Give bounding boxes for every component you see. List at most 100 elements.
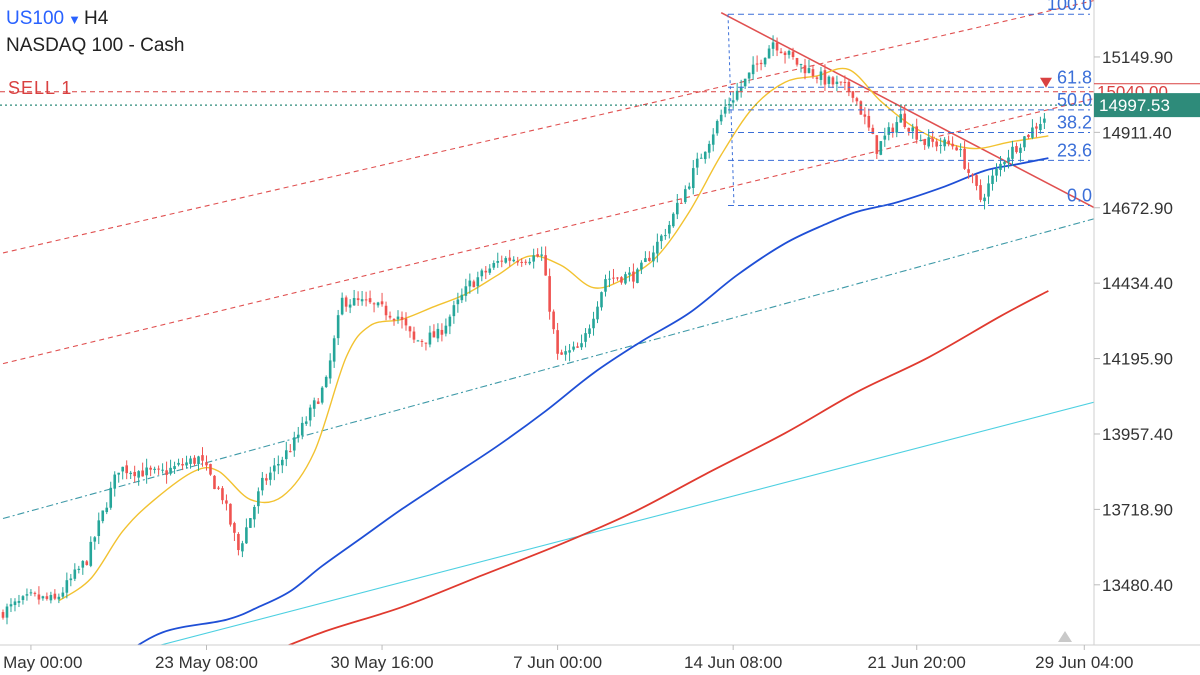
candle[interactable] — [284, 441, 288, 467]
candle[interactable] — [747, 72, 751, 84]
candle[interactable] — [568, 343, 571, 362]
candle[interactable] — [695, 152, 699, 176]
candle[interactable] — [153, 466, 156, 474]
candle[interactable] — [141, 462, 144, 477]
candle[interactable] — [831, 76, 835, 89]
candle[interactable] — [632, 263, 635, 289]
candle[interactable] — [81, 560, 85, 575]
candle[interactable] — [440, 323, 444, 342]
candle[interactable] — [899, 106, 903, 123]
candle[interactable] — [683, 185, 687, 204]
candle[interactable] — [660, 234, 663, 249]
candle[interactable] — [839, 81, 843, 86]
candle[interactable] — [129, 470, 132, 480]
candle[interactable] — [811, 65, 815, 79]
candle[interactable] — [281, 456, 284, 474]
timeframe-label[interactable]: H4 — [83, 8, 109, 29]
candle[interactable] — [827, 75, 831, 88]
candle[interactable] — [364, 291, 368, 307]
candle[interactable] — [348, 299, 352, 314]
candle[interactable] — [544, 246, 547, 276]
sell-order-label[interactable]: SELL 1 — [8, 78, 73, 98]
candle[interactable] — [799, 63, 803, 73]
candle[interactable] — [161, 463, 164, 474]
candle[interactable] — [384, 301, 388, 321]
candle[interactable] — [288, 444, 292, 453]
candle[interactable] — [652, 245, 655, 268]
candle[interactable] — [739, 79, 743, 98]
candle[interactable] — [735, 82, 739, 102]
candle[interactable] — [97, 512, 101, 545]
candle[interactable] — [201, 447, 204, 467]
candle[interactable] — [492, 260, 496, 270]
candle[interactable] — [767, 45, 771, 59]
candle[interactable] — [955, 145, 958, 151]
candle[interactable] — [763, 57, 767, 68]
candle[interactable] — [193, 455, 196, 466]
candle[interactable] — [528, 257, 531, 266]
candle[interactable] — [923, 138, 926, 150]
candle[interactable] — [664, 228, 667, 240]
candle[interactable] — [145, 458, 148, 484]
candle[interactable] — [612, 268, 615, 284]
candle[interactable] — [759, 59, 763, 71]
candle[interactable] — [843, 75, 847, 91]
candle[interactable] — [424, 342, 428, 351]
candle[interactable] — [939, 137, 942, 154]
candle[interactable] — [580, 334, 583, 350]
candle[interactable] — [217, 485, 220, 490]
candle[interactable] — [412, 326, 416, 344]
sell-arrow-icon[interactable] — [1040, 77, 1052, 88]
candle[interactable] — [731, 92, 735, 109]
candle[interactable] — [265, 473, 268, 485]
candle[interactable] — [181, 458, 184, 471]
candle[interactable] — [648, 251, 651, 262]
candle[interactable] — [524, 259, 527, 266]
candle[interactable] — [516, 256, 520, 266]
candle[interactable] — [340, 292, 344, 316]
candle[interactable] — [987, 175, 990, 205]
candle[interactable] — [943, 137, 946, 151]
candle[interactable] — [65, 572, 69, 599]
candle[interactable] — [636, 267, 639, 284]
candle[interactable] — [779, 48, 783, 54]
candle[interactable] — [292, 431, 296, 457]
candle[interactable] — [464, 278, 468, 302]
candle[interactable] — [859, 100, 863, 115]
candle[interactable] — [460, 288, 464, 304]
candle[interactable] — [173, 461, 176, 474]
candle[interactable] — [93, 536, 97, 550]
candle[interactable] — [775, 37, 779, 57]
candle[interactable] — [743, 78, 747, 89]
candle[interactable] — [416, 339, 420, 342]
candle[interactable] — [532, 248, 535, 269]
trendline-1[interactable] — [3, 401, 1096, 675]
candle[interactable] — [959, 143, 962, 157]
candle[interactable] — [624, 271, 627, 285]
candle[interactable] — [600, 291, 603, 311]
candle[interactable] — [484, 266, 488, 280]
candle[interactable] — [300, 416, 304, 440]
candle[interactable] — [432, 324, 436, 338]
candle[interactable] — [620, 276, 623, 285]
candle[interactable] — [269, 466, 272, 486]
candle[interactable] — [680, 198, 683, 204]
candle[interactable] — [875, 134, 879, 160]
candle[interactable] — [963, 141, 966, 170]
candle[interactable] — [807, 59, 811, 74]
candle[interactable] — [727, 97, 731, 114]
candle[interactable] — [37, 586, 41, 605]
trendline-3[interactable] — [2, 97, 1096, 365]
candle[interactable] — [504, 256, 508, 264]
candle[interactable] — [392, 318, 396, 326]
candle[interactable] — [237, 532, 240, 556]
candle[interactable] — [17, 594, 21, 608]
candle[interactable] — [356, 291, 360, 306]
candle[interactable] — [324, 375, 328, 389]
candle[interactable] — [644, 251, 647, 263]
candle[interactable] — [61, 587, 65, 599]
candle[interactable] — [5, 603, 9, 625]
trendline-2[interactable] — [2, 218, 1096, 520]
candle[interactable] — [508, 249, 512, 267]
candle[interactable] — [895, 116, 899, 138]
